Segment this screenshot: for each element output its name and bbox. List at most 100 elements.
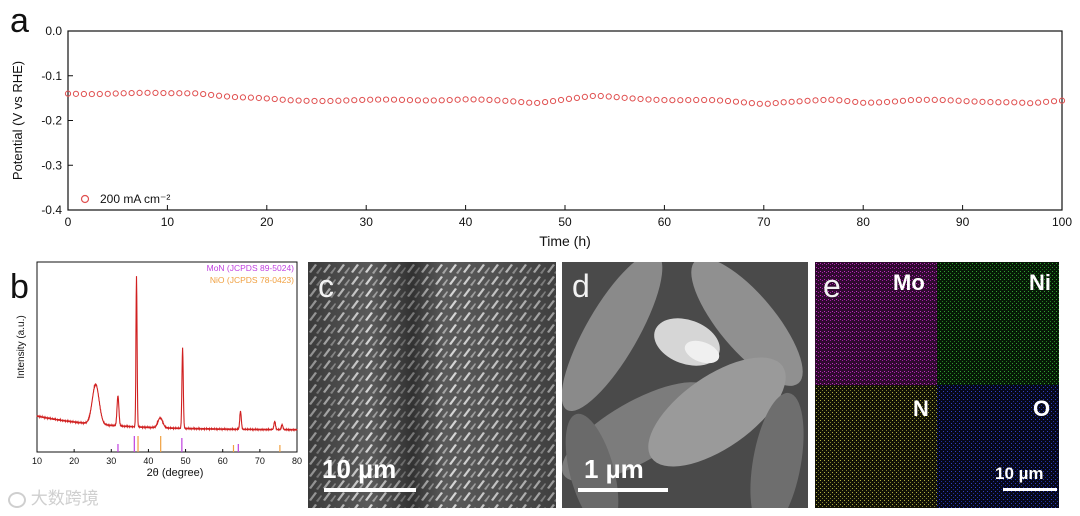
data-point (327, 97, 334, 105)
data-point (828, 96, 835, 103)
data-point (557, 96, 565, 104)
data-point (677, 97, 684, 104)
xrd-x-tick-label-60: 60 (218, 456, 228, 466)
xrd-x-tick-label-50: 50 (181, 456, 191, 466)
data-point (414, 97, 421, 104)
data-point (780, 99, 787, 106)
map-label-n: N (913, 396, 929, 421)
data-point (565, 95, 573, 102)
data-point (756, 100, 763, 107)
data-point (947, 97, 954, 104)
xrd-x-tick-label-20: 20 (69, 456, 79, 466)
scale-bar-label-d: 1 µm (584, 454, 644, 484)
data-point (1027, 100, 1034, 107)
x-tick-label-80: 80 (857, 215, 871, 229)
data-point (88, 90, 95, 98)
data-point (701, 96, 708, 104)
xrd-x-tick-label-30: 30 (106, 456, 116, 466)
xrd-x-tick-label-40: 40 (143, 456, 153, 466)
data-point (772, 99, 779, 107)
data-point (534, 99, 541, 107)
data-point (836, 97, 843, 104)
y-tick-label-0: 0.0 (45, 24, 62, 38)
watermark: 大数跨境 (8, 484, 99, 509)
scale-bar-d (578, 488, 668, 492)
y-axis-label: Potential (V vs RHE) (10, 61, 25, 180)
data-point (764, 100, 771, 107)
data-point (979, 98, 986, 105)
x-tick-label-70: 70 (757, 215, 771, 229)
data-point (796, 98, 803, 105)
eds-map-grid (815, 262, 1059, 508)
x-tick-label-100: 100 (1052, 215, 1072, 229)
data-point (303, 97, 310, 104)
data-point (820, 96, 827, 104)
data-point (987, 99, 994, 106)
scale-bar-c (324, 488, 416, 492)
xrd-x-tick-label-80: 80 (292, 456, 302, 466)
data-point (939, 96, 946, 104)
xrd-x-tick-label-70: 70 (255, 456, 265, 466)
data-point (621, 94, 628, 101)
data-point (868, 99, 875, 106)
data-point (168, 90, 175, 97)
x-axis-label: Time (h) (539, 233, 591, 249)
data-point (215, 92, 223, 99)
data-point (96, 90, 103, 98)
data-point (995, 99, 1002, 106)
data-point (398, 96, 406, 103)
x-tick-label-90: 90 (956, 215, 970, 229)
data-point (311, 97, 318, 105)
data-point (462, 96, 469, 103)
data-point (382, 96, 390, 103)
data-point (375, 96, 382, 103)
sem-image-low-mag: c 10 µm (308, 262, 556, 508)
data-point (494, 97, 501, 104)
data-point (693, 96, 700, 104)
data-point (239, 94, 247, 101)
scale-bar-e (1003, 488, 1057, 491)
data-point (367, 96, 374, 103)
data-point (907, 97, 915, 104)
data-point (287, 97, 294, 104)
data-point (136, 89, 143, 96)
data-point (247, 94, 254, 101)
watermark-text: 大数跨境 (30, 489, 99, 508)
data-point (804, 97, 811, 104)
x-tick-label-50: 50 (558, 215, 572, 229)
data-point (891, 98, 899, 105)
data-point (732, 98, 740, 105)
data-point (390, 96, 398, 103)
data-point (120, 90, 127, 97)
data-point (844, 97, 851, 105)
data-point (1011, 99, 1018, 106)
data-point (1050, 98, 1058, 105)
data-point (963, 98, 970, 105)
data-point (812, 97, 819, 104)
data-point (629, 95, 636, 102)
data-point (923, 96, 930, 103)
series-markers (64, 89, 1066, 107)
data-point (263, 95, 270, 102)
data-point (597, 92, 604, 100)
panel-label-d: d (572, 268, 590, 304)
data-point (470, 96, 477, 103)
data-point (359, 96, 366, 104)
data-point (192, 90, 199, 97)
y-tick-label-1: -0.1 (41, 69, 62, 83)
data-point (335, 97, 342, 104)
map-label-mo: Mo (893, 270, 925, 295)
data-point (955, 97, 962, 104)
data-point (184, 90, 191, 97)
data-point (549, 97, 557, 105)
scale-bar-label-c: 10 µm (322, 454, 397, 484)
data-point (208, 91, 215, 99)
xrd-pattern (36, 276, 298, 433)
xrd-legend-1: NiO (JCPDS 78-0423) (210, 275, 294, 285)
xrd-chart: 10 20 30 40 50 60 70 80 2θ (degree) Intensity (a.… (16, 261, 302, 479)
data-point (200, 90, 207, 98)
x-tick-label-10: 10 (161, 215, 175, 229)
data-point (478, 96, 485, 103)
panel-label-c: c (318, 268, 334, 304)
data-point (613, 94, 620, 101)
